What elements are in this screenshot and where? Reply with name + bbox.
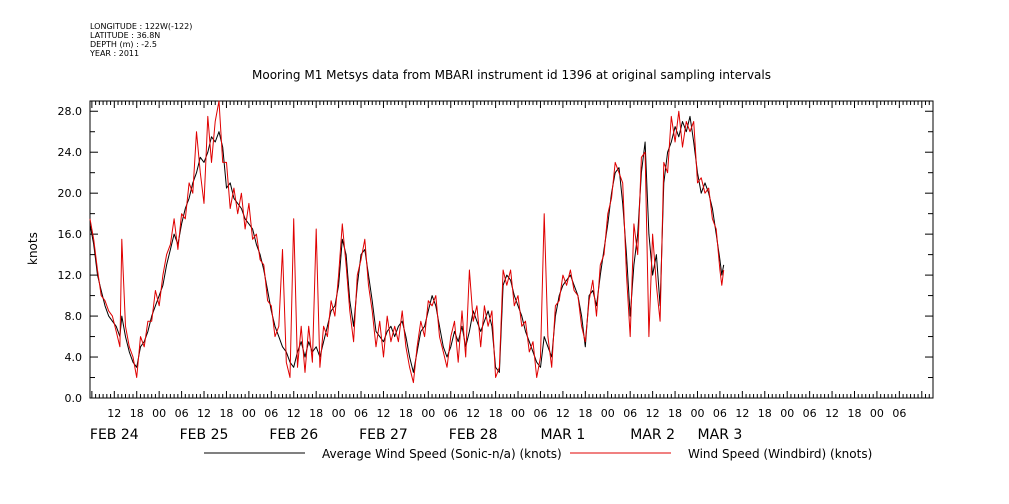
x-hour-tick-label: 00	[511, 407, 525, 420]
x-hour-tick-label: 00	[780, 407, 794, 420]
x-hour-tick-label: 18	[847, 407, 861, 420]
x-hour-tick-label: 06	[354, 407, 368, 420]
x-hour-tick-label: 18	[758, 407, 772, 420]
x-hour-tick-label: 12	[107, 407, 121, 420]
x-hour-tick-label: 00	[242, 407, 256, 420]
x-date-label: FEB 25	[180, 427, 229, 443]
legend-windbird-label: Wind Speed (Windbird) (knots)	[688, 447, 872, 461]
x-hour-tick-label: 00	[690, 407, 704, 420]
x-hour-tick-label: 06	[444, 407, 458, 420]
y-tick-label: 8.0	[65, 310, 83, 323]
year-text: YEAR : 2011	[90, 49, 140, 58]
x-hour-tick-label: 12	[197, 407, 211, 420]
legend-average-label: Average Wind Speed (Sonic-n/a) (knots)	[322, 447, 562, 461]
axes	[89, 100, 934, 399]
longitude-text: LONGITUDE : 122W(-122)	[90, 22, 193, 31]
y-tick-label: 4.0	[65, 351, 83, 364]
x-hour-tick-label: 06	[892, 407, 906, 420]
x-hour-tick-label: 18	[309, 407, 323, 420]
x-hour-tick-label: 18	[219, 407, 233, 420]
x-hour-tick-label: 12	[556, 407, 570, 420]
x-hour-tick-label: 06	[533, 407, 547, 420]
x-hour-tick-label: 18	[668, 407, 682, 420]
x-date-label: MAR 2	[630, 427, 675, 443]
x-date-label: FEB 27	[359, 427, 408, 443]
x-hour-tick-label: 00	[870, 407, 884, 420]
x-date-label: FEB 26	[269, 427, 318, 443]
plot-frame	[89, 100, 934, 399]
y-tick-label: 12.0	[58, 269, 83, 282]
x-hour-tick-label: 12	[735, 407, 749, 420]
x-date-label: FEB 28	[449, 427, 498, 443]
x-hour-tick-label: 00	[152, 407, 166, 420]
y-tick-label: 24.0	[58, 146, 83, 159]
legend: Average Wind Speed (Sonic-n/a) (knots) Wi…	[204, 447, 872, 461]
x-hour-tick-label: 18	[578, 407, 592, 420]
x-hour-tick-label: 06	[713, 407, 727, 420]
x-hour-tick-label: 00	[332, 407, 346, 420]
x-hour-tick-label: 12	[376, 407, 390, 420]
average-wind-speed-line	[89, 115, 725, 373]
x-hour-tick-label: 06	[264, 407, 278, 420]
x-hour-tick-label: 00	[601, 407, 615, 420]
x-hour-tick-label: 12	[287, 407, 301, 420]
x-hour-tick-label: 06	[175, 407, 189, 420]
latitude-text: LATITUDE : 36.8N	[90, 31, 161, 40]
x-hour-tick-label: 06	[623, 407, 637, 420]
x-date-label: MAR 1	[541, 427, 586, 443]
y-tick-label: 28.0	[58, 105, 83, 118]
x-hour-tick-label: 12	[466, 407, 480, 420]
windbird-wind-speed-line	[89, 100, 725, 384]
x-hour-tick-label: 12	[646, 407, 660, 420]
y-tick-label: 16.0	[58, 228, 83, 241]
x-hour-tick-label: 18	[489, 407, 503, 420]
x-date-label: MAR 3	[698, 427, 743, 443]
metadata-block: LONGITUDE : 122W(-122) LATITUDE : 36.8N …	[90, 22, 192, 58]
x-hour-tick-label: 18	[130, 407, 144, 420]
tick-labels: 0.0 4.0 8.0 12.0 16.0 20.0 24.0 28.0 12 18 00 06 12 1…	[58, 105, 907, 443]
x-hour-tick-label: 12	[825, 407, 839, 420]
x-hour-tick-label: 00	[421, 407, 435, 420]
x-date-label: FEB 24	[90, 427, 139, 443]
x-hour-tick-label: 18	[399, 407, 413, 420]
chart-title: Mooring M1 Metsys data from MBARI instru…	[252, 68, 771, 82]
series-lines	[89, 100, 725, 384]
y-tick-label: 20.0	[58, 187, 83, 200]
depth-text: DEPTH (m) : -2.5	[90, 40, 157, 49]
y-tick-label: 0.0	[65, 392, 83, 405]
x-hour-tick-label: 06	[803, 407, 817, 420]
